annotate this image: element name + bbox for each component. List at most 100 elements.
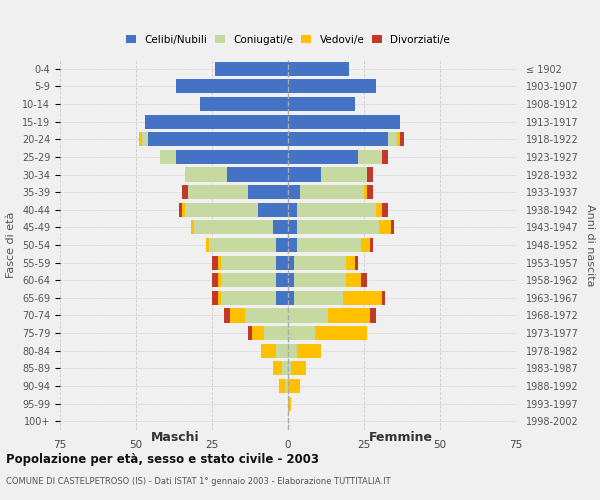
Bar [388, 132, 397, 146]
Bar [263, 326, 288, 340]
Text: Maschi: Maschi [151, 431, 200, 444]
Bar [291, 362, 306, 376]
Bar [227, 168, 288, 181]
Bar [382, 202, 388, 217]
Bar [191, 220, 194, 234]
Bar [288, 62, 349, 76]
Bar [276, 273, 288, 287]
Bar [288, 80, 376, 94]
Bar [294, 291, 343, 305]
Bar [370, 308, 376, 322]
Bar [288, 238, 297, 252]
Bar [288, 273, 294, 287]
Bar [224, 308, 230, 322]
Bar [397, 132, 400, 146]
Text: Femmine: Femmine [368, 431, 433, 444]
Bar [276, 291, 288, 305]
Bar [288, 185, 300, 199]
Bar [346, 256, 355, 270]
Bar [297, 202, 376, 217]
Y-axis label: Fasce di età: Fasce di età [7, 212, 16, 278]
Bar [288, 344, 297, 358]
Bar [367, 168, 373, 181]
Bar [279, 379, 285, 393]
Bar [346, 273, 361, 287]
Bar [212, 256, 218, 270]
Bar [218, 256, 221, 270]
Bar [358, 150, 382, 164]
Bar [276, 238, 288, 252]
Bar [148, 132, 288, 146]
Bar [288, 362, 291, 376]
Bar [288, 220, 297, 234]
Bar [343, 291, 382, 305]
Bar [288, 379, 300, 393]
Y-axis label: Anni di nascita: Anni di nascita [585, 204, 595, 286]
Bar [218, 273, 221, 287]
Bar [288, 326, 316, 340]
Bar [379, 220, 391, 234]
Bar [288, 256, 294, 270]
Bar [294, 273, 346, 287]
Bar [188, 185, 248, 199]
Bar [367, 185, 373, 199]
Bar [355, 256, 358, 270]
Bar [288, 168, 322, 181]
Bar [294, 256, 346, 270]
Bar [285, 379, 288, 393]
Bar [176, 80, 288, 94]
Bar [297, 344, 322, 358]
Bar [185, 202, 257, 217]
Bar [221, 291, 276, 305]
Bar [179, 202, 182, 217]
Bar [316, 326, 367, 340]
Bar [215, 62, 288, 76]
Bar [145, 114, 288, 128]
Bar [251, 326, 263, 340]
Bar [376, 202, 382, 217]
Bar [212, 291, 218, 305]
Bar [288, 97, 355, 111]
Text: COMUNE DI CASTELPETROSO (IS) - Dati ISTAT 1° gennaio 2003 - Elaborazione TUTTITA: COMUNE DI CASTELPETROSO (IS) - Dati ISTA… [6, 478, 391, 486]
Bar [288, 132, 388, 146]
Bar [260, 344, 276, 358]
Bar [391, 220, 394, 234]
Bar [221, 273, 276, 287]
Bar [206, 238, 209, 252]
Bar [212, 273, 218, 287]
Bar [288, 291, 294, 305]
Bar [194, 220, 273, 234]
Bar [160, 150, 176, 164]
Bar [200, 97, 288, 111]
Bar [276, 256, 288, 270]
Bar [142, 132, 148, 146]
Bar [400, 132, 404, 146]
Text: Popolazione per età, sesso e stato civile - 2003: Popolazione per età, sesso e stato civil… [6, 452, 319, 466]
Bar [182, 202, 185, 217]
Bar [364, 185, 367, 199]
Bar [370, 238, 373, 252]
Bar [221, 256, 276, 270]
Bar [288, 308, 328, 322]
Bar [218, 291, 221, 305]
Bar [288, 202, 297, 217]
Bar [297, 220, 379, 234]
Bar [139, 132, 142, 146]
Bar [297, 238, 361, 252]
Bar [248, 326, 251, 340]
Bar [322, 168, 367, 181]
Bar [257, 202, 288, 217]
Bar [245, 308, 288, 322]
Bar [328, 308, 370, 322]
Bar [361, 238, 370, 252]
Bar [282, 362, 288, 376]
Bar [361, 273, 367, 287]
Bar [182, 185, 188, 199]
Bar [382, 150, 388, 164]
Bar [288, 114, 400, 128]
Bar [209, 238, 276, 252]
Bar [300, 185, 364, 199]
Bar [276, 344, 288, 358]
Bar [288, 150, 358, 164]
Bar [176, 150, 288, 164]
